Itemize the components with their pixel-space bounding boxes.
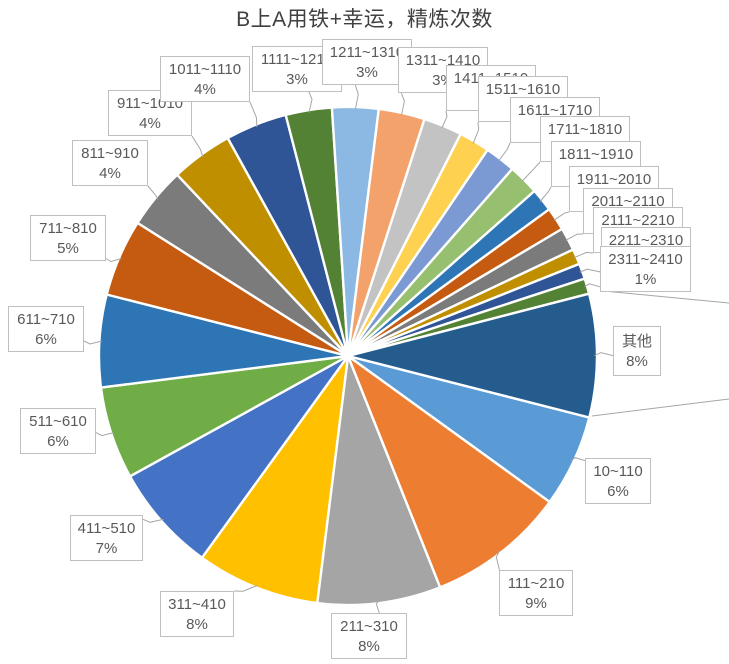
data-label-category: 2211~2310	[608, 232, 684, 249]
data-label-10~110[interactable]: 10~110 6%	[585, 458, 651, 504]
data-label-category: 1311~1410	[405, 52, 481, 69]
leader-line-1311~1410	[400, 92, 405, 116]
leader-line-其他	[594, 352, 614, 357]
data-label-percent: 4%	[99, 165, 121, 182]
leader-line-2011~2110	[565, 233, 584, 241]
data-label-category: 1711~1810	[547, 121, 623, 138]
pie-slice-其他[interactable]	[346, 292, 599, 419]
data-label-category: 111~210	[507, 575, 565, 592]
data-label-category: 311~410	[168, 596, 226, 613]
data-label-category: 2111~2210	[601, 212, 675, 229]
pie-slice-311~410[interactable]	[200, 354, 350, 605]
data-label-percent: 9%	[525, 595, 547, 612]
leader-line-10~110	[570, 457, 586, 462]
leader-line-511~610	[95, 432, 114, 437]
leader-line-2311~2410	[584, 283, 601, 288]
data-label-percent: 8%	[358, 638, 380, 655]
pie-slice-211~310[interactable]	[316, 354, 442, 607]
leader-line-extra-1	[603, 290, 729, 304]
data-label-category: 1811~1910	[558, 146, 634, 163]
data-label-category: 411~510	[77, 520, 136, 537]
data-label-2311~2410[interactable]: 2311~2410 1%	[600, 246, 691, 292]
data-label-percent: 1%	[634, 271, 657, 288]
data-label-1011~1110[interactable]: 1011~1110 4%	[160, 56, 250, 102]
data-label-category: 511~610	[29, 413, 87, 430]
data-label-category: 1011~1110	[168, 61, 242, 78]
pie-slice-411~510[interactable]	[128, 354, 350, 559]
data-label-611~710[interactable]: 611~710 6%	[8, 306, 84, 352]
data-label-category: 其他	[621, 333, 652, 350]
data-label-percent: 8%	[626, 353, 648, 370]
data-label-category: 2011~2110	[591, 193, 665, 210]
data-label-111~210[interactable]: 111~210 9%	[499, 570, 573, 616]
leader-line-2111~2210	[573, 251, 594, 259]
data-label-percent: 8%	[186, 616, 208, 633]
leader-line-111~210	[495, 550, 500, 571]
leader-line-311~410	[233, 584, 258, 592]
leader-line-2211~2310	[579, 268, 602, 273]
data-label-percent: 3%	[356, 64, 378, 81]
data-label-percent: 7%	[95, 540, 118, 557]
leader-line-1711~1810	[521, 161, 541, 182]
data-label-percent: 4%	[139, 115, 161, 132]
leader-line-611~710	[83, 340, 103, 345]
leader-line-extra-2	[591, 398, 729, 417]
data-label-711~810[interactable]: 711~810 5%	[30, 215, 106, 261]
pie-slice-111~210[interactable]	[346, 354, 551, 589]
data-label-percent: 6%	[607, 483, 629, 500]
data-label-211~310[interactable]: 211~310 8%	[331, 613, 407, 659]
leader-line-811~910	[147, 185, 159, 200]
leader-line-1911~2010	[553, 211, 570, 221]
data-label-category: 10~110	[593, 463, 643, 480]
leader-line-1011~1110	[249, 101, 258, 128]
leader-line-211~310	[375, 600, 380, 614]
leader-line-411~510	[142, 518, 164, 523]
chart-title: B上A用铁+幸运，精炼次数	[236, 8, 493, 31]
data-label-511~610[interactable]: 511~610 6%	[20, 408, 96, 454]
data-label-category: 1511~1610	[485, 81, 561, 98]
data-label-811~910[interactable]: 811~910 4%	[72, 140, 148, 186]
leader-line-1811~1910	[539, 186, 552, 202]
leader-line-1111~1210	[308, 91, 313, 113]
data-label-percent: 6%	[35, 331, 57, 348]
data-label-percent: 5%	[57, 240, 79, 257]
data-label-percent: 4%	[194, 81, 216, 98]
data-label-category: 711~810	[39, 220, 97, 237]
leader-line-911~1010	[191, 135, 204, 157]
data-label-其他[interactable]: 其他 8%	[613, 326, 661, 376]
data-label-category: 1611~1710	[517, 102, 593, 119]
data-label-category: 811~910	[81, 145, 139, 162]
leader-line-711~810	[105, 258, 122, 263]
data-label-category: 1911~2010	[576, 171, 652, 188]
leader-line-1411~1510	[441, 110, 448, 129]
data-label-category: 611~710	[17, 311, 75, 328]
data-label-percent: 3%	[286, 71, 308, 88]
data-label-category: 211~310	[340, 618, 398, 635]
data-label-category: 1211~1310	[329, 44, 405, 61]
data-label-category: 2311~2410	[608, 251, 683, 268]
leader-line-1611~1710	[498, 142, 511, 162]
leader-line-1211~1310	[354, 84, 359, 110]
data-label-category: 1111~1210	[260, 51, 334, 68]
data-label-411~510[interactable]: 411~510 7%	[70, 515, 143, 561]
data-label-percent: 6%	[47, 433, 69, 450]
leader-line-1511~1610	[472, 121, 480, 144]
data-label-311~410[interactable]: 311~410 8%	[160, 591, 234, 637]
